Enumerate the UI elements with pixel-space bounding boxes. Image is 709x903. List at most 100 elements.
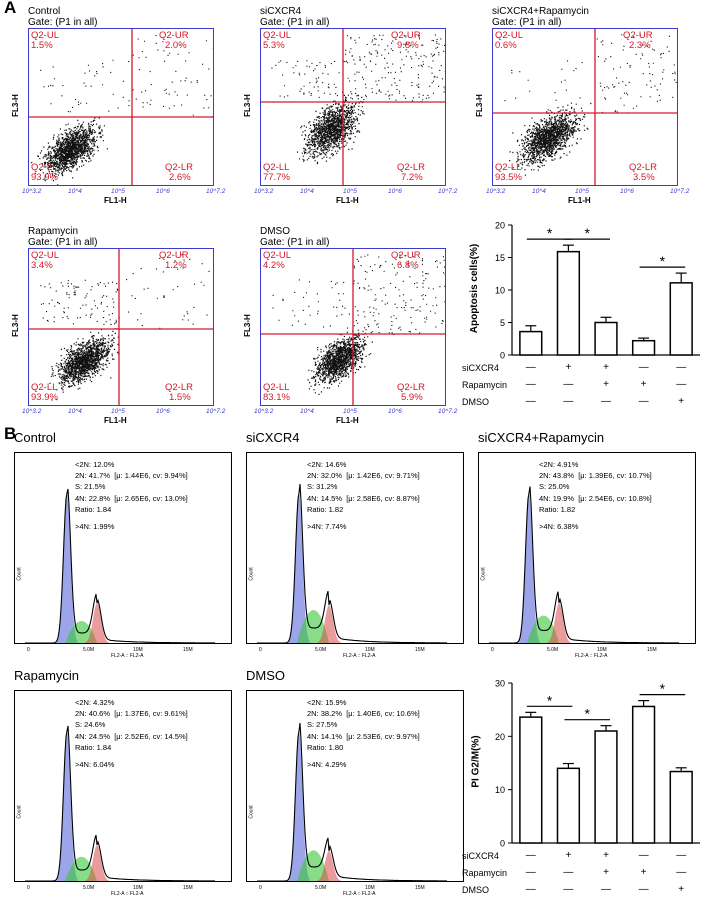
histogram-stat-line: <2N: 14.6% (307, 460, 347, 469)
y-axis-label: FL3-H (242, 94, 252, 117)
treatment-sign: — (525, 867, 536, 878)
histogram-stat-line: 4N: 22.8% [μ: 2.65E6, cv: 13.0%] (75, 493, 188, 503)
quadrant-label-q-ur: Q2-UR (623, 30, 653, 41)
histogram-stats: <2N: 4.32% 2N: 40.6% [μ: 1.37E6, cv: 9.61… (75, 697, 188, 770)
flow-plot-gate: Gate: (P1 in all) (492, 17, 562, 28)
histogram-x-tick: 15M (415, 885, 425, 891)
g1-peak-fill (518, 494, 540, 643)
x-tick-label: 10^5 (111, 188, 125, 195)
histogram-stat-line: Ratio: 1.84 (75, 504, 112, 514)
quadrant-label-v-ll: 77.7% (263, 172, 290, 183)
y-tick-label: 5 (500, 318, 505, 328)
flow-plot-title: Control (28, 6, 61, 17)
quadrant-label-q-ur: Q2-UR (391, 30, 421, 41)
flow-plot-title: DMSO (260, 226, 290, 237)
g1-peak-fill (56, 494, 78, 643)
histogram-x-tick: 5.0M (315, 885, 327, 891)
x-tick-label: 10^4 (68, 188, 82, 195)
quadrant-label-q-ul: Q2-UL (31, 250, 59, 261)
quadrant-label-v-ll: 83.1% (263, 392, 290, 403)
significance-star: * (547, 225, 553, 241)
treatment-sign: + (603, 850, 609, 861)
scatter-dots (261, 29, 445, 185)
significance-star: * (660, 253, 666, 269)
x-tick-label: 10^7.2 (206, 408, 226, 415)
histogram-stat-line: 4N: 14.5% [μ: 2.58E6, cv: 8.87%] (307, 493, 420, 503)
x-tick-label: 10^5 (111, 408, 125, 415)
x-axis-label: FL1-H (336, 196, 359, 205)
quadrant-label-v-ul: 1.5% (31, 40, 53, 51)
histogram-stats: <2N: 12.0% 2N: 41.7% [μ: 1.44E6, cv: 9.94… (75, 459, 188, 532)
bar (556, 250, 581, 356)
quadrant-label-v-ll: 93.9% (31, 172, 58, 183)
quadrant-label-v-lr: 3.5% (633, 172, 655, 183)
histogram-x-tick: 5.0M (315, 647, 327, 653)
quadrant-label-v-ul: 0.6% (495, 40, 517, 51)
quadrant-label-q-lr: Q2-LR (165, 382, 193, 393)
event-points (272, 254, 445, 395)
quadrant-label-v-lr: 1.5% (169, 392, 191, 403)
histogram-stat-line: 2N: 43.8% [μ: 1.39E6, cv: 10.7%] (539, 471, 652, 481)
flow-plot-area: Q2-UL 4.2% Q2-UR 6.8% Q2-LL 83.1% Q2-LR 5.9% (260, 248, 446, 406)
flow-plot: Control Gate: (P1 in all) Q2-UL 1.5% Q2-UR… (6, 6, 241, 211)
histogram-x-tick: 15M (183, 647, 193, 653)
histogram-stat-line: >4N: 6.04% (75, 760, 115, 770)
treatment-sign: — (676, 867, 687, 878)
count-axis-label: Count (248, 805, 255, 819)
cell-cycle-histogram: Control <2N: 12.0% 2N: 41.7% [μ: 1.44E6, … (4, 430, 236, 665)
quadrant-label-q-ur: Q2-UR (159, 250, 189, 261)
x-tick-label: 10^4 (300, 188, 314, 195)
quadrant-label-q-lr: Q2-LR (165, 162, 193, 173)
count-axis-label: Count (16, 567, 23, 581)
quadrant-label-q-ll: Q2-LL (495, 162, 522, 173)
y-tick-label: 10 (495, 286, 505, 296)
histogram-curves (257, 483, 447, 644)
flow-plot-area: Q2-UL 1.5% Q2-UR 2.0% Q2-LL 93.9% Q2-LR 2.6% (28, 28, 214, 186)
cell-cycle-histogram: DMSO <2N: 15.9% 2N: 38.2% [μ: 1.40E6, cv:… (236, 668, 468, 903)
x-tick-label: 10^6 (156, 188, 170, 195)
histogram-x-label: FL2-A :: FL2-A (575, 653, 608, 659)
histogram-plot-area: <2N: 4.91% 2N: 43.8% [μ: 1.39E6, cv: 10.7… (478, 452, 696, 659)
histogram-stat-line: Ratio: 1.84 (75, 742, 112, 752)
bar (519, 330, 543, 356)
histogram-stat-line: 4N: 19.9% [μ: 2.54E6, cv: 10.8%] (539, 493, 652, 503)
histogram-x-tick: 15M (647, 647, 657, 653)
histogram-x-tick: 10M (597, 647, 607, 653)
treatment-sign: + (603, 362, 609, 373)
s-phase-fill (297, 850, 329, 881)
histogram-curves (25, 488, 215, 644)
histogram-plot-area: <2N: 14.6% 2N: 32.0% [μ: 1.42E6, cv: 9.71… (246, 452, 464, 659)
x-axis-label: FL1-H (104, 196, 127, 205)
histogram-x-tick: 15M (415, 647, 425, 653)
flow-plot-title: siCXCR4+Rapamycin (492, 6, 589, 17)
treatment-sign: + (565, 850, 572, 861)
treatment-sign: — (601, 884, 611, 895)
event-points (504, 34, 677, 176)
treatment-sign: — (563, 396, 574, 407)
histogram-stat-line: S: 27.5% (307, 720, 338, 730)
histogram-stat-line: S: 24.6% (75, 720, 106, 730)
histogram-x-tick: 10M (365, 885, 375, 891)
scatter-dots (29, 249, 213, 405)
quadrant-label-v-ur: 1.2% (165, 260, 187, 271)
y-tick-label: 30 (495, 679, 505, 689)
cell-cycle-histogram: siCXCR4+Rapamycin <2N: 4.91% 2N: 43.8% [μ… (468, 430, 700, 665)
histogram-title: siCXCR4 (246, 430, 300, 445)
histogram-stat-line: Ratio: 1.82 (539, 504, 576, 514)
quadrant-label-v-ur: 2.0% (165, 40, 187, 51)
treatment-sign: — (638, 884, 649, 895)
count-axis-label: Count (480, 567, 487, 581)
bar-chart-svg: 0 10 20 30 * * * (495, 679, 700, 849)
x-tick-label: 10^3.2 (254, 188, 274, 195)
treatment-sign: — (525, 396, 536, 407)
g2m-bar-chart: 0 10 20 30 * * * PI G2/M(%) siCXCR4 — + + — — Rapamyci… (462, 673, 709, 896)
histogram-x-tick: 5.0M (83, 885, 95, 891)
histogram-stat-line: <2N: 4.91% (539, 460, 579, 469)
significance-star: * (584, 706, 590, 722)
treatment-row-label: siCXCR4 (462, 363, 500, 373)
bar (556, 767, 581, 844)
g1-peak-fill (56, 732, 78, 881)
g2-peak-fill (547, 603, 571, 643)
quadrant-label-v-ur: 6.8% (397, 260, 419, 271)
bar (594, 730, 618, 844)
